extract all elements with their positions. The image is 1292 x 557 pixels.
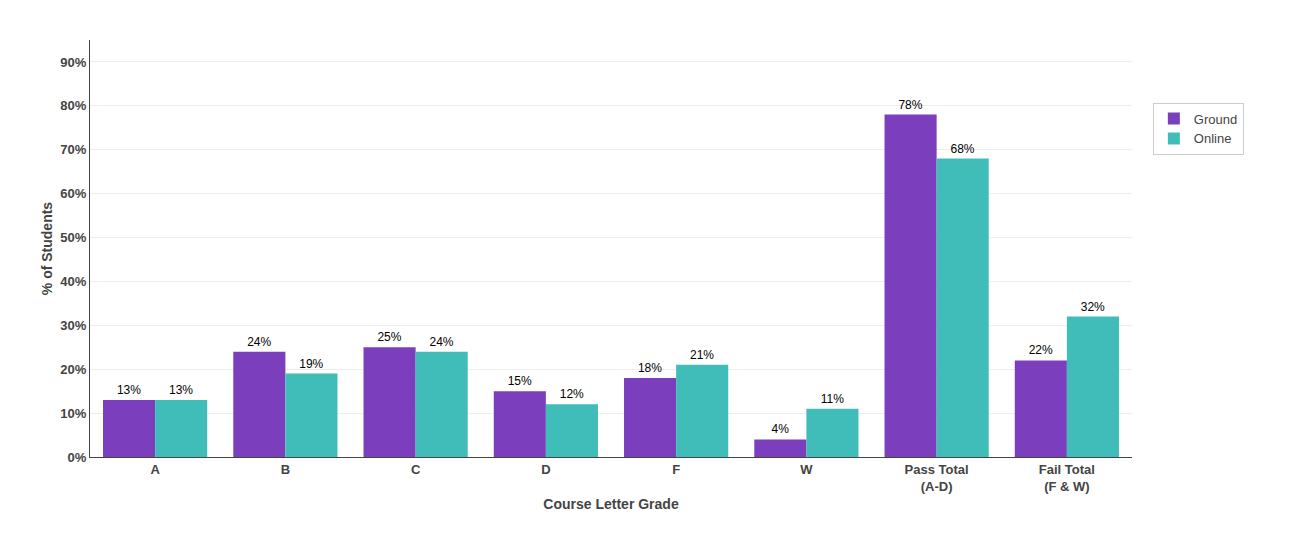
svg-text:13%: 13%	[117, 383, 141, 397]
svg-text:25%: 25%	[377, 330, 401, 344]
svg-text:24%: 24%	[247, 335, 271, 349]
svg-text:19%: 19%	[299, 357, 323, 371]
svg-text:24%: 24%	[430, 335, 454, 349]
svg-text:50%: 50%	[60, 230, 86, 245]
svg-text:32%: 32%	[1081, 300, 1105, 314]
svg-text:60%: 60%	[60, 186, 86, 201]
svg-text:B: B	[281, 462, 290, 477]
svg-text:C: C	[411, 462, 421, 477]
svg-text:11%: 11%	[821, 392, 844, 406]
svg-text:A: A	[150, 462, 160, 477]
svg-text:15%: 15%	[508, 374, 532, 388]
svg-text:18%: 18%	[638, 361, 662, 375]
svg-text:68%: 68%	[951, 142, 975, 156]
svg-text:Ground: Ground	[1194, 112, 1237, 127]
svg-text:W: W	[800, 462, 813, 477]
svg-text:12%: 12%	[560, 387, 584, 401]
svg-text:% of Students: % of Students	[39, 202, 55, 296]
svg-text:Course Letter Grade: Course Letter Grade	[543, 496, 679, 512]
svg-text:20%: 20%	[60, 362, 86, 377]
svg-text:13%: 13%	[169, 383, 193, 397]
svg-text:F: F	[672, 462, 680, 477]
svg-text:22%: 22%	[1029, 343, 1053, 357]
svg-text:30%: 30%	[60, 318, 86, 333]
svg-text:90%: 90%	[60, 55, 86, 70]
svg-text:40%: 40%	[60, 274, 86, 289]
svg-text:21%: 21%	[690, 348, 714, 362]
svg-text:78%: 78%	[898, 98, 922, 112]
svg-text:Pass Total(A-D): Pass Total(A-D)	[905, 462, 969, 494]
svg-text:10%: 10%	[60, 406, 86, 421]
svg-text:Online: Online	[1194, 131, 1232, 146]
svg-text:Fail Total(F & W): Fail Total(F & W)	[1039, 462, 1095, 494]
svg-text:80%: 80%	[60, 98, 86, 113]
svg-text:4%: 4%	[771, 422, 789, 436]
svg-text:70%: 70%	[60, 142, 86, 157]
svg-text:0%: 0%	[68, 450, 87, 465]
svg-text:D: D	[541, 462, 550, 477]
